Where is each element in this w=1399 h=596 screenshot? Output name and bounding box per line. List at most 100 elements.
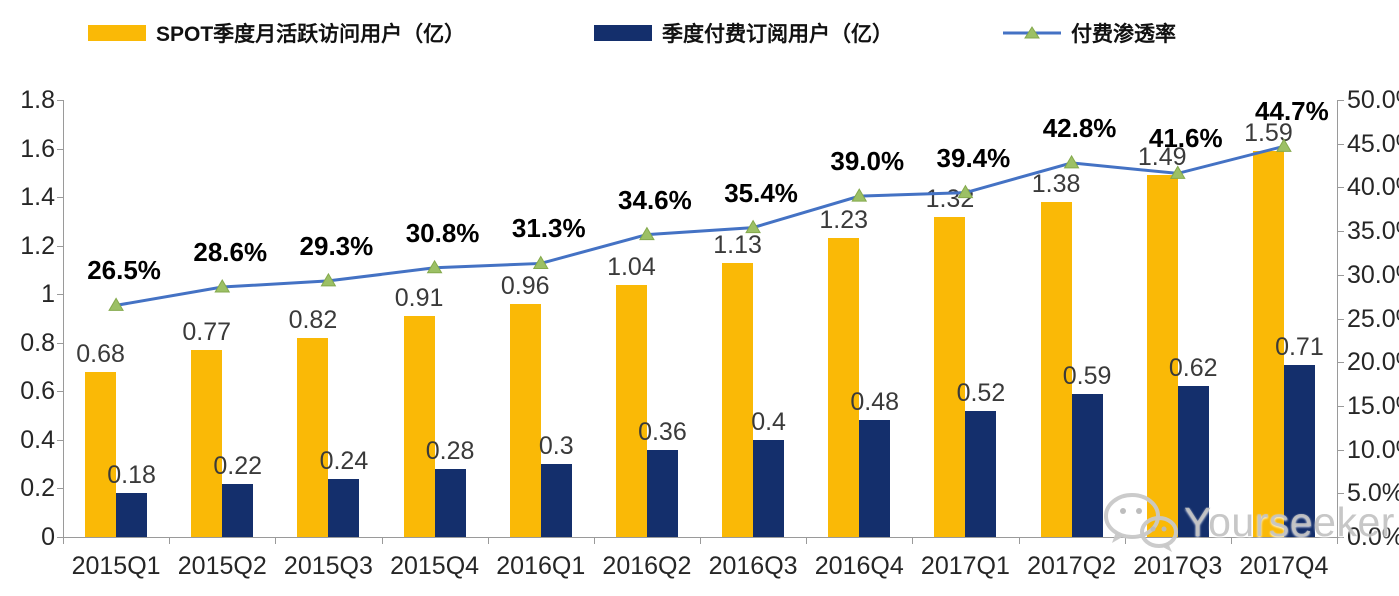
bar-subs xyxy=(646,449,678,537)
y-axis-tick xyxy=(57,294,63,296)
y-axis-right-label: 45.0% xyxy=(1347,130,1399,157)
y-axis-right-label: 50.0% xyxy=(1347,87,1399,113)
y-axis-right-tick xyxy=(1338,405,1344,407)
bar-subs-value-label: 0.71 xyxy=(1275,332,1324,361)
bar-mau-value-label: 0.82 xyxy=(288,305,338,334)
penetration-line xyxy=(115,144,1285,307)
penetration-marker-icon xyxy=(1063,154,1080,169)
bar-mau xyxy=(403,316,435,537)
x-axis-category-label: 2016Q1 xyxy=(496,552,586,580)
y-axis-right-label: 0.0% xyxy=(1347,524,1399,550)
bar-subs-value-label: 0.3 xyxy=(538,432,574,461)
bar-subs-value-label: 0.48 xyxy=(850,388,900,417)
bar-subs xyxy=(116,493,148,537)
y-axis-right-label: 15.0% xyxy=(1347,392,1399,419)
bar-subs-value-label: 0.52 xyxy=(956,378,1006,407)
bar-mau xyxy=(297,337,329,537)
x-axis-tick xyxy=(1124,538,1126,544)
y-axis-tick xyxy=(57,537,63,538)
bar-mau-value-label: 1.32 xyxy=(925,184,975,213)
penetration-marker-icon xyxy=(532,255,549,269)
bar-subs xyxy=(1283,364,1315,537)
bar-mau-value-label: 0.68 xyxy=(76,339,125,368)
legend-label-subs: 季度付费订阅用户（亿） xyxy=(662,23,893,46)
penetration-marker-icon xyxy=(426,259,443,274)
penetration-marker-icon xyxy=(639,226,655,241)
y-axis-right xyxy=(1337,100,1338,537)
x-axis-tick xyxy=(912,538,914,544)
y-axis-label: 0.8 xyxy=(20,328,55,357)
bar-subs-value-label: 0.59 xyxy=(1062,361,1112,390)
x-axis-tick xyxy=(1230,538,1232,544)
x-axis-tick xyxy=(63,538,64,544)
y-axis-tick xyxy=(57,488,63,490)
y-axis-right-tick xyxy=(1338,187,1344,189)
bar-subs-value-label: 0.28 xyxy=(425,437,475,466)
x-axis-tick xyxy=(487,538,489,544)
x-axis-tick xyxy=(593,538,595,544)
x-axis-tick xyxy=(275,538,277,544)
bar-mau xyxy=(722,262,754,537)
bar-subs-value-label: 0.18 xyxy=(107,461,156,490)
y-axis-right-tick xyxy=(1338,318,1344,320)
bar-subs xyxy=(753,439,785,537)
bar-subs xyxy=(965,410,997,537)
penetration-value-label: 39.0% xyxy=(830,146,905,177)
x-axis-category-label: 2015Q2 xyxy=(177,552,267,580)
x-axis-category-label: 2016Q2 xyxy=(602,552,692,580)
y-axis-tick xyxy=(57,342,63,344)
bar-subs-value-label: 0.62 xyxy=(1168,354,1218,383)
penetration-value-label: 39.4% xyxy=(936,142,1011,173)
bar-mau-value-label: 1.23 xyxy=(819,206,869,235)
bar-subs xyxy=(859,420,891,537)
y-axis-label: 0.2 xyxy=(20,474,55,503)
y-axis-label: 1.4 xyxy=(20,183,55,212)
x-axis-category-label: 2017Q4 xyxy=(1239,552,1329,580)
y-axis-tick xyxy=(57,100,63,101)
bar-mau xyxy=(509,303,541,537)
penetration-value-label: 30.8% xyxy=(405,217,480,248)
y-axis-label: 1.6 xyxy=(20,134,55,163)
bar-mau xyxy=(191,350,223,537)
bar-mau-value-label: 1.04 xyxy=(607,252,656,281)
y-axis-label: 1 xyxy=(41,280,55,309)
bar-subs-value-label: 0.24 xyxy=(319,446,369,475)
y-axis-right-label: 30.0% xyxy=(1347,261,1399,288)
bar-subs xyxy=(1071,393,1103,537)
penetration-value-label: 31.3% xyxy=(511,213,586,244)
y-axis-tick xyxy=(57,245,63,247)
bar-mau xyxy=(615,284,647,537)
x-axis-category-label: 2015Q3 xyxy=(283,552,373,580)
penetration-value-label: 42.8% xyxy=(1042,112,1117,143)
y-axis-right-tick xyxy=(1338,449,1344,451)
penetration-marker-icon xyxy=(214,279,231,293)
bar-mau-value-label: 1.38 xyxy=(1031,169,1081,198)
y-axis-right-tick xyxy=(1338,231,1344,233)
mau-bar-swatch xyxy=(88,25,146,41)
y-axis-right-tick xyxy=(1338,537,1344,538)
bar-subs xyxy=(540,464,572,537)
x-axis-category-label: 2016Q3 xyxy=(708,552,798,580)
x-axis-tick xyxy=(381,538,383,544)
legend-item-penetration: 付费渗透率 xyxy=(1003,18,1176,48)
x-axis-tick xyxy=(700,538,701,544)
bar-subs xyxy=(1177,386,1209,537)
y-axis-label: 1.8 xyxy=(20,86,55,114)
penetration-marker-icon xyxy=(108,297,124,311)
y-axis-right-label: 10.0% xyxy=(1347,436,1399,463)
penetration-value-label: 41.6% xyxy=(1148,123,1223,154)
bar-mau xyxy=(85,371,117,537)
y-axis-tick xyxy=(57,148,63,150)
x-axis-tick xyxy=(806,538,808,544)
y-axis-tick xyxy=(57,197,63,199)
bar-subs xyxy=(434,469,466,537)
x-axis-category-label: 2017Q2 xyxy=(1027,552,1117,580)
y-axis-right-label: 35.0% xyxy=(1347,218,1399,245)
y-axis-right-tick xyxy=(1338,493,1344,495)
y-axis-tick xyxy=(57,391,63,393)
x-axis-category-label: 2017Q3 xyxy=(1133,552,1223,580)
watermark: Yourseeker xyxy=(1102,490,1395,554)
x-axis-category-label: 2016Q4 xyxy=(814,552,904,580)
watermark-text: Yourseeker xyxy=(1184,498,1395,545)
